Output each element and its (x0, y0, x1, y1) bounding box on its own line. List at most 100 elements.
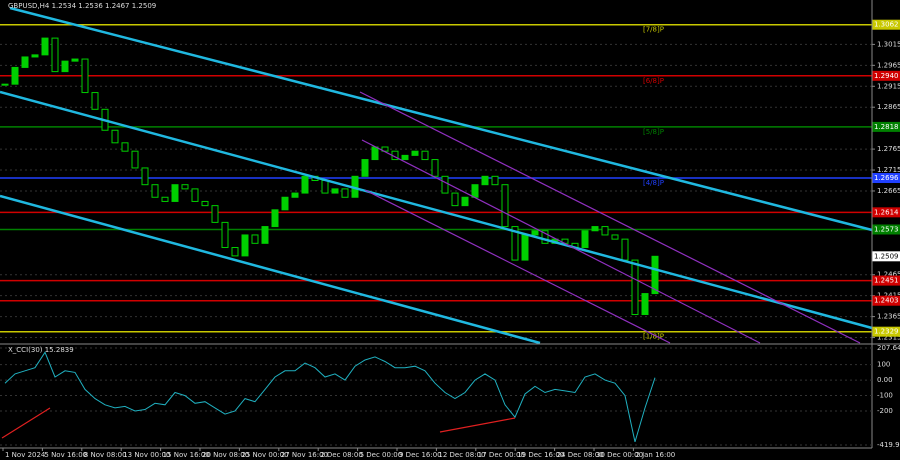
y-tick-label: 0.00 (877, 376, 893, 384)
y-tick-label: 1.2715 (877, 166, 900, 174)
candle (341, 188, 349, 198)
level-box (872, 207, 900, 218)
level-name: [4/8]P (643, 179, 664, 187)
x-tick-label: 19 Dec 16:00 (517, 451, 564, 459)
x-tick-label: 24 Dec 08:00 (557, 451, 604, 459)
candle (441, 175, 449, 194)
candle (611, 234, 619, 240)
divergence-line (1, 407, 51, 439)
x-tick-label: 30 Dec 00:00 (596, 451, 643, 459)
level-value: 1.2818 (874, 123, 899, 131)
candle (11, 66, 19, 85)
candle (271, 209, 279, 228)
candle (131, 150, 139, 169)
candle (461, 196, 469, 207)
candle (301, 175, 309, 194)
level-name: [5/8]P (643, 128, 664, 136)
x-tick-label: 12 Dec 08:00 (438, 451, 485, 459)
y-tick-label: 1.2415 (877, 292, 900, 300)
candle (651, 255, 659, 295)
y-tick-label: -419.9344 (877, 441, 900, 449)
level-name: [1/8]P (643, 333, 664, 341)
level-box (872, 224, 900, 235)
x-tick-label: 15 Nov 16:00 (163, 451, 210, 459)
candle (201, 200, 209, 207)
candle (521, 234, 529, 261)
trend-line (9, 6, 873, 232)
level-box (872, 172, 900, 183)
candle (71, 58, 79, 62)
candle (151, 184, 159, 198)
level-box (872, 275, 900, 286)
candle (31, 54, 39, 58)
candle (421, 150, 429, 161)
level-value: 1.2329 (874, 328, 899, 336)
chart-title: GBPUSD,H4 1.2534 1.2536 1.2467 1.2509 (8, 2, 156, 10)
y-tick-label: 1.2865 (877, 103, 900, 111)
level-box (872, 19, 900, 30)
y-tick-label: 207.6441 (877, 344, 900, 352)
y-tick-label: 1.2665 (877, 187, 900, 195)
candle (231, 247, 239, 257)
y-tick-label: 1.3015 (877, 40, 900, 48)
candle (401, 154, 409, 161)
indicator-panel: 207.6441 100 0.00 -100 -200 -419.9344 (0, 344, 900, 449)
candle (41, 37, 49, 56)
candle (141, 167, 149, 186)
x-tick-label: 25 Nov 00:00 (241, 451, 288, 459)
indicator-title: X_CCI(30) 15.2839 (8, 346, 74, 354)
x-tick-label: 20 Nov 08:00 (202, 451, 249, 459)
level-value: 1.2696 (874, 174, 899, 182)
candle (541, 230, 549, 244)
x-tick-label: 1 Nov 2024 (5, 451, 46, 459)
candle (161, 196, 169, 202)
x-tick-label: 5 Dec 00:00 (360, 451, 403, 459)
price-box (872, 251, 900, 262)
purple-channel (359, 91, 861, 344)
candle (261, 226, 269, 244)
y-tick-label: 1.2915 (877, 82, 900, 90)
candle (431, 159, 439, 177)
candle (91, 92, 99, 110)
candle (121, 142, 129, 152)
candle (371, 146, 379, 161)
candle (291, 192, 299, 198)
candle (51, 37, 59, 73)
candle (331, 188, 339, 194)
level-box (872, 295, 900, 306)
candle (241, 234, 249, 257)
y-tick-label: 100 (877, 361, 890, 369)
y-tick-label: 1.2765 (877, 145, 900, 153)
x-tick-label: 8 Nov 08:00 (84, 451, 127, 459)
channel-line (364, 189, 671, 344)
candle (81, 58, 89, 94)
candle (21, 56, 29, 68)
candle (111, 129, 119, 144)
candle (411, 150, 419, 156)
candle (221, 221, 229, 249)
x-tick-label: 13 Nov 00:00 (123, 451, 170, 459)
candle (471, 184, 479, 198)
candle (451, 192, 459, 207)
level-value: 1.2940 (874, 72, 899, 80)
x-tick-label: 2 Dec 08:00 (320, 451, 363, 459)
level-name: [6/8]P (643, 77, 664, 85)
level-value: 1.3062 (874, 21, 899, 29)
cci-line (4, 351, 656, 443)
candle (631, 259, 639, 316)
y-tick-label: 1.2965 (877, 61, 900, 69)
trend-line (0, 90, 873, 330)
candle (181, 184, 189, 190)
candle (211, 205, 219, 223)
x-tick-label: 9 Dec 16:00 (399, 451, 442, 459)
divergence-line (439, 417, 516, 433)
channel-line (361, 139, 761, 344)
y-tick-label: 1.2365 (877, 313, 900, 321)
x-tick-label: 17 Dec 00:00 (478, 451, 525, 459)
candle (511, 226, 519, 261)
candle (361, 159, 369, 177)
level-name: [7/8]P (643, 26, 664, 34)
candle (251, 234, 259, 244)
